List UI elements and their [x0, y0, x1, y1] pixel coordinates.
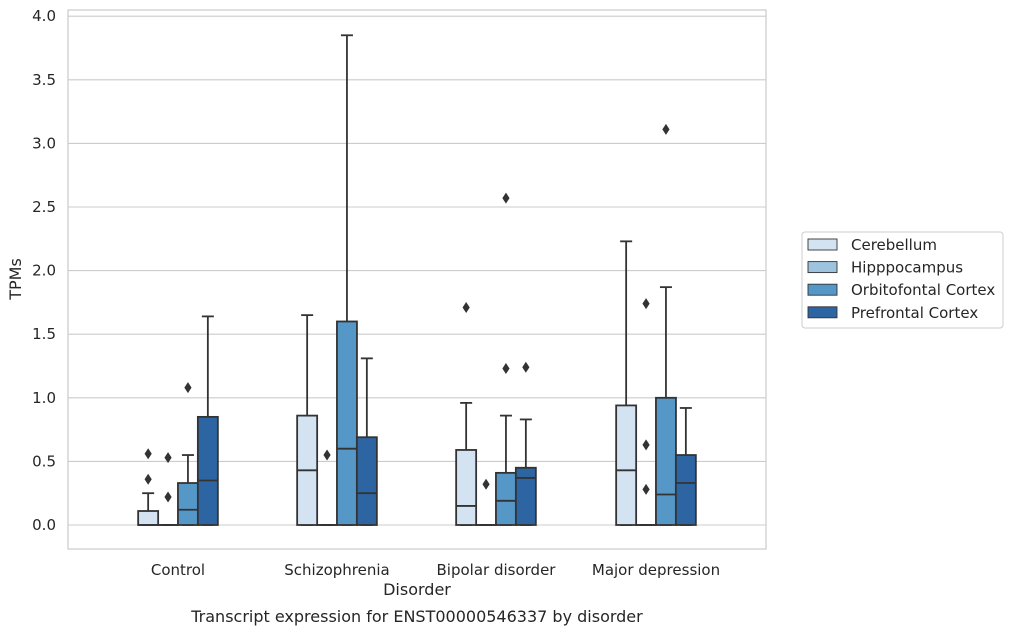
- legend-label: Prefrontal Cortex: [851, 304, 978, 322]
- legend-swatch: [807, 261, 838, 274]
- y-tick-label: 4.0: [32, 7, 56, 25]
- box-0-2: [455, 301, 478, 526]
- legend-label: Cerebellum: [851, 236, 937, 254]
- box-3-0: [196, 315, 219, 526]
- box-0-3: [615, 240, 638, 526]
- box-1-2: [475, 478, 497, 526]
- x-tick-label: Control: [151, 561, 205, 579]
- legend-label: Hipppocampus: [851, 259, 963, 277]
- box-iqr: [674, 454, 697, 526]
- outlier-point: [502, 363, 510, 375]
- box-0-0: [137, 448, 160, 526]
- box-iqr: [455, 449, 478, 526]
- outlier-point: [462, 301, 470, 313]
- box-iqr: [196, 415, 219, 526]
- y-tick-label: 2.5: [32, 198, 56, 216]
- outlier-point: [164, 452, 172, 464]
- box-2-0: [177, 382, 199, 526]
- gridlines: [68, 15, 766, 526]
- y-tick-label: 0.5: [32, 452, 56, 470]
- outlier-point: [662, 123, 670, 135]
- y-tick-label: 1.0: [32, 389, 56, 407]
- legend-swatch: [807, 238, 838, 251]
- box-1-3: [635, 298, 657, 526]
- box-3-3: [674, 407, 697, 526]
- box-iqr: [655, 396, 677, 526]
- y-tick-label: 3.5: [32, 71, 56, 89]
- outlier-point: [184, 382, 192, 394]
- box-iqr: [355, 436, 378, 526]
- box-3-2: [514, 361, 537, 526]
- x-axis-title: Disorder: [383, 580, 451, 599]
- box-series: [137, 34, 697, 526]
- y-tick-label: 3.0: [32, 134, 56, 152]
- outlier-point: [642, 439, 650, 451]
- outlier-point: [522, 361, 530, 373]
- y-tick-label: 0.0: [32, 516, 56, 534]
- box-iqr: [495, 471, 517, 526]
- box-iqr: [177, 482, 199, 526]
- outlier-point: [502, 192, 510, 204]
- chart-caption: Transcript expression for ENST0000054633…: [190, 607, 643, 626]
- box-2-1: [336, 34, 358, 526]
- outlier-point: [144, 473, 152, 485]
- outlier-point: [482, 478, 490, 490]
- box-iqr: [615, 404, 638, 526]
- box-iqr: [336, 320, 358, 526]
- legend-swatch: [807, 283, 838, 296]
- box-1-0: [157, 452, 179, 526]
- x-tick-label: Schizophrenia: [284, 561, 389, 579]
- legend-label: Orbitofontal Cortex: [851, 281, 995, 299]
- outlier-point: [164, 491, 172, 503]
- y-tick-label: 1.5: [32, 325, 56, 343]
- plot-area-frame: [67, 9, 767, 550]
- x-tick-label: Major depression: [592, 561, 720, 579]
- box-0-1: [296, 314, 319, 526]
- legend-swatch: [807, 306, 838, 319]
- y-tick-label: 2.0: [32, 262, 56, 280]
- outlier-point: [144, 448, 152, 460]
- box-3-1: [355, 357, 378, 526]
- legend: Cerebellum Hipppocampus Orbitofontal Corte…: [801, 231, 1004, 329]
- x-tick-labels: Control Schizophrenia Bipolar disorder Majo…: [151, 561, 720, 579]
- outlier-point: [323, 449, 331, 461]
- box-iqr: [137, 510, 160, 526]
- y-tick-labels: 0.0 0.5 1.0 1.5 2.0 2.5 3.0 3.5 4.0: [32, 7, 56, 534]
- outlier-point: [642, 483, 650, 495]
- box-2-2: [495, 192, 517, 526]
- x-tick-label: Bipolar disorder: [437, 561, 557, 579]
- outlier-point: [642, 298, 650, 310]
- box-iqr: [514, 466, 537, 526]
- box-1-1: [316, 449, 338, 526]
- legend-frame: [801, 231, 1004, 329]
- box-2-3: [655, 123, 677, 526]
- y-axis-title: TPMs: [6, 258, 25, 301]
